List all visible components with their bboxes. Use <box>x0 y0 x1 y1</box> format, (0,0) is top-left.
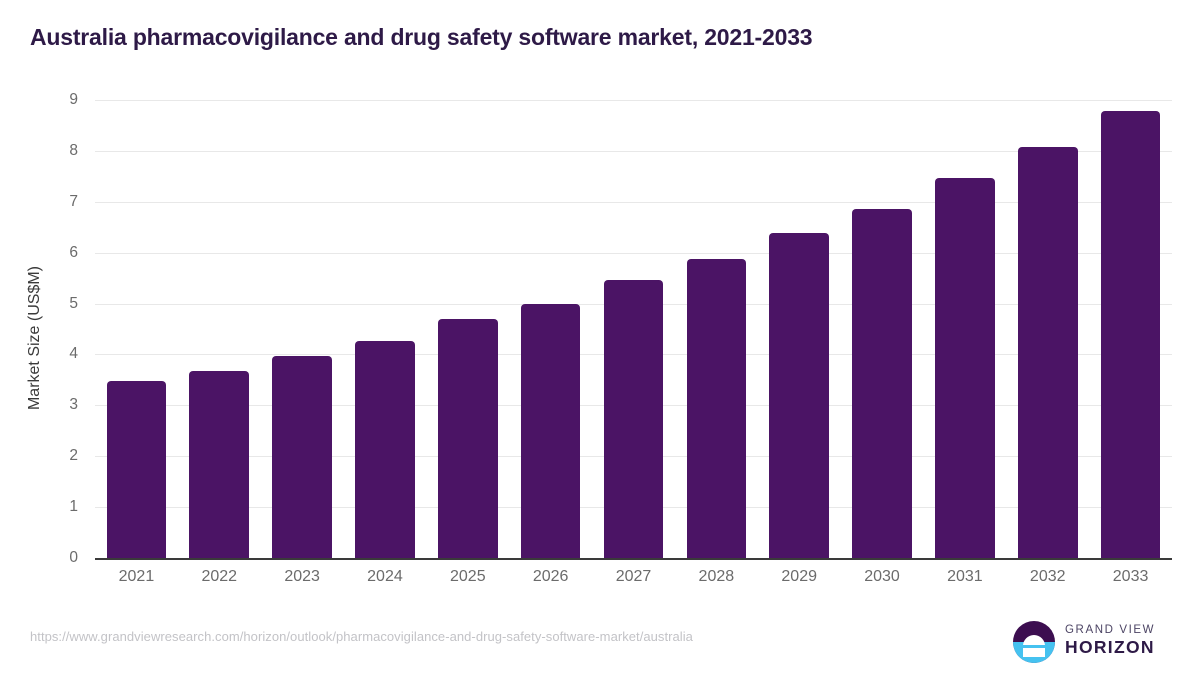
y-axis-tick-label: 8 <box>69 141 78 159</box>
gridline <box>95 150 1172 152</box>
y-axis-tick-label: 9 <box>69 91 78 108</box>
x-axis-tick-label-2030: 2030 <box>864 568 900 585</box>
bar-2021[interactable] <box>106 380 167 558</box>
y-axis-tick-label: 1 <box>69 498 78 516</box>
logo-wordmark: GRAND VIEW HORIZON <box>1065 624 1155 658</box>
x-axis-tick-label-2022: 2022 <box>201 568 238 585</box>
x-axis-tick-label-2028: 2028 <box>698 568 735 585</box>
grand-view-horizon-logo: GRAND VIEW HORIZON <box>1013 618 1173 664</box>
x-axis-tick-label-2031: 2031 <box>947 568 983 585</box>
bar-2033[interactable] <box>1100 110 1161 558</box>
gridline <box>95 201 1172 203</box>
y-axis-tick-label: 3 <box>69 396 78 414</box>
bar-2024[interactable] <box>355 340 415 558</box>
logo-line-1 <box>1026 648 1042 652</box>
x-axis-tick-label-2032: 2032 <box>1029 568 1066 585</box>
bar-2028[interactable] <box>686 258 747 558</box>
logo-slot-shape <box>1023 644 1045 648</box>
source-url[interactable]: https://www.grandviewresearch.com/horizo… <box>30 629 693 644</box>
horizon-circle-icon <box>1013 621 1055 663</box>
x-axis-tick-label-2026: 2026 <box>532 568 569 585</box>
gridline <box>95 100 1172 101</box>
page-title: Australia pharmacovigilance and drug saf… <box>30 24 813 50</box>
y-axis-tick-label: 2 <box>69 447 78 465</box>
y-axis-tick-label: 5 <box>69 294 78 312</box>
plot-area <box>95 100 1172 558</box>
bar-2025[interactable] <box>437 319 498 558</box>
bar-2023[interactable] <box>272 355 332 558</box>
bar-2031[interactable] <box>935 177 995 558</box>
logo-line-2 <box>1029 653 1039 656</box>
bar-2032[interactable] <box>1017 146 1078 558</box>
logo-text-grand-view: GRAND VIEW <box>1065 624 1156 636</box>
y-axis-tick-label: 6 <box>69 243 78 261</box>
x-axis-tick-label-2024: 2024 <box>367 568 403 585</box>
gridline <box>95 252 1172 254</box>
y-axis-tick-label: 0 <box>69 549 78 566</box>
bar-2022[interactable] <box>189 371 250 558</box>
bar-2027[interactable] <box>603 279 664 558</box>
y-axis-tick-label: 4 <box>69 345 78 363</box>
bar-2029[interactable] <box>769 233 829 558</box>
y-axis-tick-label: 7 <box>69 192 78 210</box>
bar-2030[interactable] <box>852 208 912 558</box>
x-axis-tick-label-2027: 2027 <box>615 568 652 585</box>
x-axis-tick-label-2033: 2033 <box>1112 568 1149 585</box>
bar-2026[interactable] <box>520 304 581 558</box>
x-axis-tick-label-2021: 2021 <box>118 568 155 585</box>
x-axis-tick-label-2029: 2029 <box>781 568 817 585</box>
x-axis-tick-label-2025: 2025 <box>450 568 486 585</box>
logo-text-horizon: HORIZON <box>1065 637 1155 657</box>
x-axis-line <box>95 558 1172 560</box>
x-axis-tick-label-2023: 2023 <box>284 568 320 585</box>
